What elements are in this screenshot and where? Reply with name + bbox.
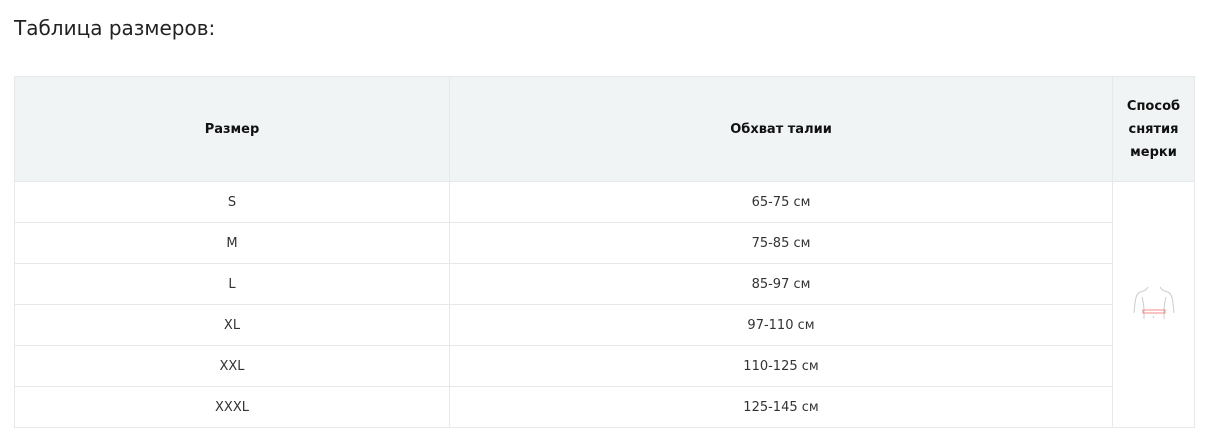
waist-cell: 65-75 см: [449, 181, 1113, 223]
size-cell: XXXL: [14, 386, 450, 428]
table-row: M 75-85 см: [14, 222, 1195, 264]
waist-cell: 125-145 см: [449, 386, 1113, 428]
size-cell: L: [14, 263, 450, 305]
table-row: XXXL 125-145 см: [14, 386, 1195, 428]
page-title: Таблица размеров:: [14, 16, 216, 40]
table-row: XXL 110-125 см: [14, 345, 1195, 387]
waist-cell: 110-125 см: [449, 345, 1113, 387]
size-cell: S: [14, 181, 450, 223]
size-cell: XL: [14, 304, 450, 346]
size-cell: XXL: [14, 345, 450, 387]
table-row: XL 97-110 см: [14, 304, 1195, 346]
waist-cell: 97-110 см: [449, 304, 1113, 346]
waist-cell: 75-85 см: [449, 222, 1113, 264]
table-row: L 85-97 см: [14, 263, 1195, 305]
header-method: Способ снятия мерки: [1112, 76, 1195, 182]
header-waist: Обхват талии: [449, 76, 1113, 182]
size-cell: M: [14, 222, 450, 264]
header-size: Размер: [14, 76, 450, 182]
size-table: Размер Обхват талии Способ снятия мерки …: [14, 76, 1195, 428]
table-row: S 65-75 см: [14, 181, 1195, 428]
waist-cell: 85-97 см: [449, 263, 1113, 305]
method-cell: [1112, 181, 1195, 428]
waist-measurement-icon: [1133, 286, 1174, 319]
